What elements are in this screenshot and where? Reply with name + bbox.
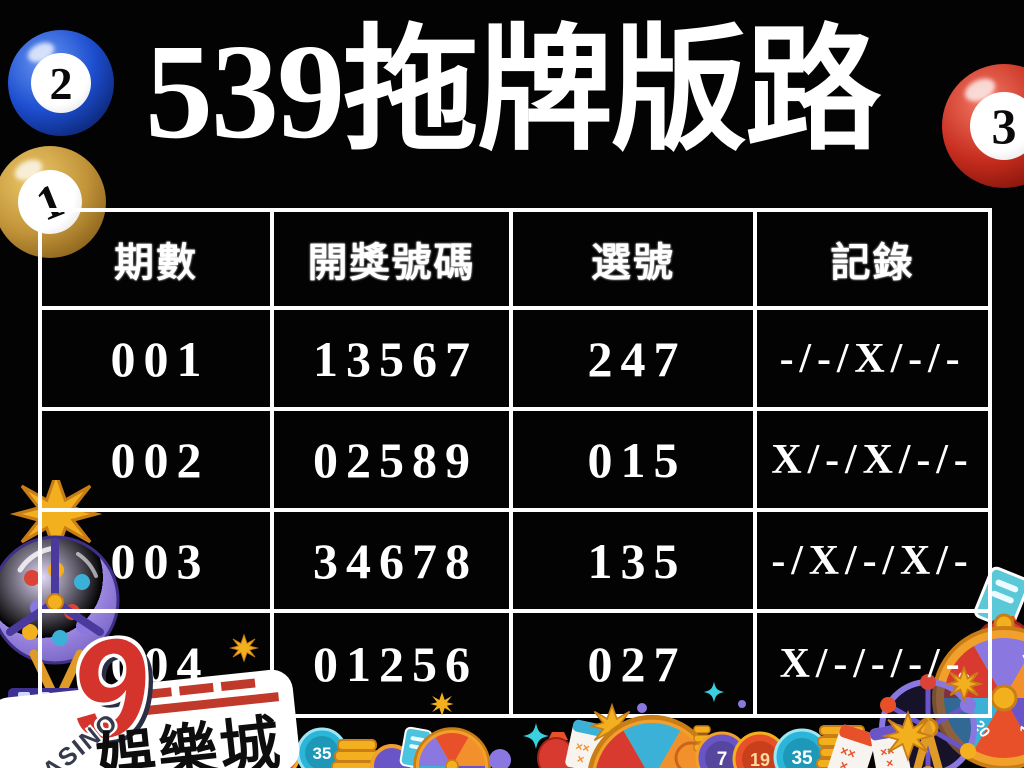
col-header-numbers: 開獎號碼 xyxy=(274,212,513,310)
page-title: 539拖牌版路 xyxy=(145,17,881,167)
billiard-ball-1: 1 xyxy=(0,146,106,258)
period-cell: 001 xyxy=(42,310,274,411)
prize-wheel-small xyxy=(410,723,494,768)
svg-text:35: 35 xyxy=(313,744,332,763)
period-cell: 003 xyxy=(42,512,274,613)
svg-text:19: 19 xyxy=(750,750,770,768)
ball-number: 2 xyxy=(31,53,91,113)
record-cell: -/X/-/X/- xyxy=(757,512,988,613)
bingo-card-red: ×× × xyxy=(827,724,877,768)
picks-cell: 135 xyxy=(513,512,757,613)
record-cell: X/-/X/-/- xyxy=(757,411,988,512)
purple-ball xyxy=(489,749,511,768)
ball-number: 3 xyxy=(970,92,1024,160)
lotto-ball-35-right: 35 xyxy=(773,728,831,768)
col-header-picks: 選號 xyxy=(513,212,757,310)
teal-sparkle-icon xyxy=(703,681,725,703)
svg-text:×: × xyxy=(885,756,894,768)
svg-text:7: 7 xyxy=(717,749,728,768)
purple-dot xyxy=(738,700,746,708)
picks-cell: 027 xyxy=(513,613,757,714)
numbers-cell: 02589 xyxy=(274,411,513,512)
svg-text:××: ×× xyxy=(838,743,857,762)
billiard-ball-2: 2 xyxy=(8,30,114,136)
casino-decor-back-layer: 200 300 20 100 xyxy=(0,480,1024,768)
gold-star-icon xyxy=(430,692,454,716)
record-cell: -/-/X/-/- xyxy=(757,310,988,411)
svg-text:×: × xyxy=(576,752,586,767)
records-table: 期數 開獎號碼 選號 記錄 001 13567 247 -/-/X/-/- 00… xyxy=(38,208,992,718)
red-money-bag-small xyxy=(537,732,575,768)
numbers-cell: 34678 xyxy=(274,512,513,613)
picks-cell: 015 xyxy=(513,411,757,512)
numbers-cell: 13567 xyxy=(274,310,513,411)
col-header-period: 期數 xyxy=(42,212,274,310)
period-cell: 002 xyxy=(42,411,274,512)
picks-cell: 247 xyxy=(513,310,757,411)
svg-text:××: ×× xyxy=(574,739,591,756)
purple-dot xyxy=(637,703,647,713)
numbers-cell: 01256 xyxy=(274,613,513,714)
record-cell: X/-/-/-/- xyxy=(779,640,966,687)
col-header-record: 記錄 xyxy=(757,212,988,310)
wheel-label: 100 xyxy=(1016,708,1024,738)
svg-text:35: 35 xyxy=(791,748,813,768)
lotto-ball-35-left: 35 xyxy=(296,727,348,768)
lotto-ball-19-right: 19 xyxy=(732,731,788,768)
svg-text:×: × xyxy=(838,757,850,768)
